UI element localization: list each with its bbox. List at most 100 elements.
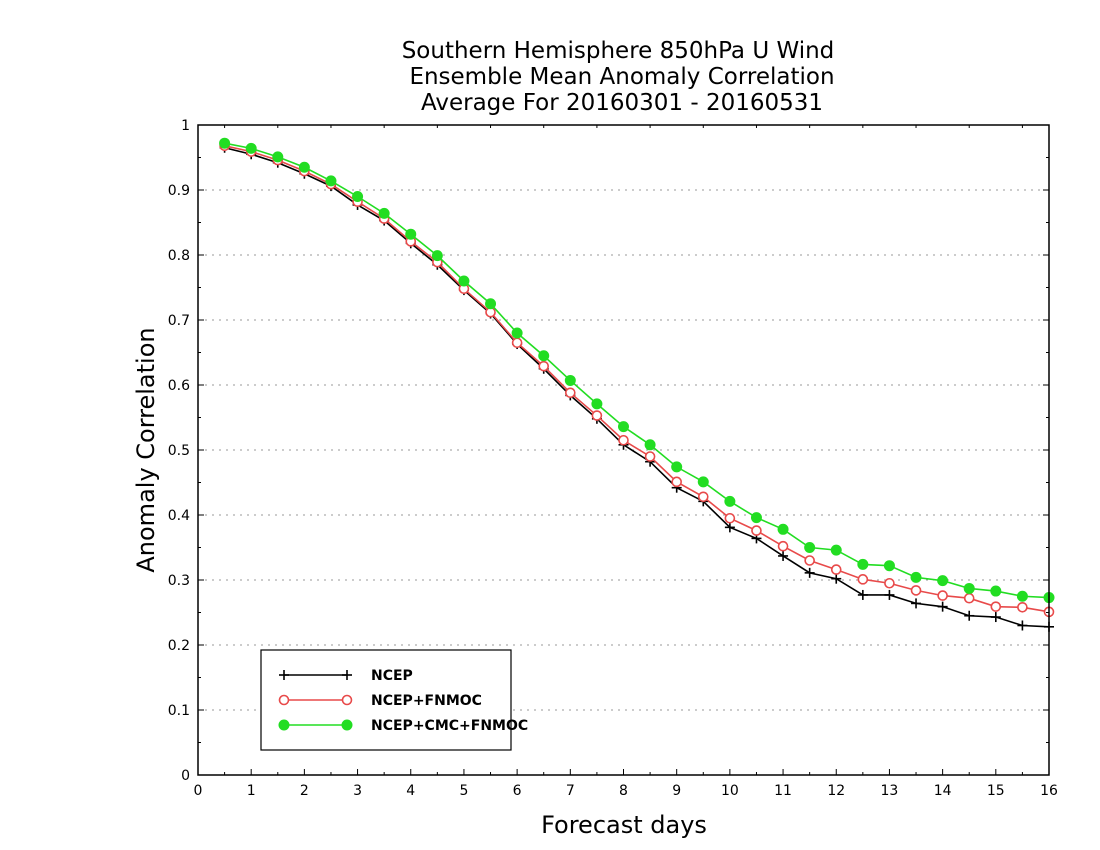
x-tick-label-11: 11 — [774, 783, 792, 799]
data-point-2-3 — [298, 161, 310, 173]
data-point-2-29 — [990, 585, 1002, 597]
y-tick-label-3: 0.3 — [168, 573, 190, 589]
grid — [198, 189, 1049, 711]
x-tick-label-3: 3 — [353, 783, 362, 799]
legend-label-2: NCEP+CMC+FNMOC — [371, 718, 528, 734]
data-point-0-21 — [778, 550, 789, 561]
data-point-0-27 — [937, 601, 948, 612]
data-point-2-30 — [1016, 590, 1028, 602]
y-tick-label-0: 0 — [181, 768, 190, 784]
data-point-1-14 — [591, 410, 603, 421]
x-tick-label-14: 14 — [934, 783, 952, 799]
y-tick-label-4: 0.4 — [168, 508, 190, 524]
data-point-2-18 — [697, 476, 709, 488]
legend-marker-end-2 — [341, 719, 353, 731]
series-line-2 — [224, 142, 1050, 599]
chart-title-line-1: Southern Hemisphere 850hPa U Wind — [402, 38, 835, 64]
y-axis-label: Anomaly Correlation — [132, 327, 160, 572]
data-point-0-30 — [1017, 620, 1028, 631]
data-point-1-22 — [804, 555, 815, 566]
x-tick-label-8: 8 — [619, 783, 628, 799]
data-point-2-1 — [245, 142, 257, 154]
series-1 — [219, 140, 1055, 618]
data-point-2-21 — [777, 523, 789, 535]
data-point-2-24 — [857, 558, 869, 570]
data-point-1-23 — [830, 564, 842, 575]
chart-title-line-3: Average For 20160301 - 20160531 — [421, 90, 823, 116]
x-axis-ticks: 0 1 2 3 4 5 6 7 8 9 10 11 12 13 14 15 16 — [194, 125, 1058, 799]
x-tick-label-4: 4 — [406, 783, 415, 799]
data-point-2-19 — [724, 495, 736, 507]
x-tick-label-0: 0 — [194, 783, 203, 799]
y-axis-ticks: 0 0.1 0.2 0.3 0.4 0.5 0.6 0.7 0.8 0.9 1 — [168, 118, 1049, 784]
x-tick-label-10: 10 — [721, 783, 739, 799]
data-point-2-9 — [458, 275, 470, 287]
data-point-1-17 — [671, 476, 682, 488]
data-point-1-13 — [565, 387, 576, 399]
legend-marker-start-1 — [278, 694, 290, 706]
legend-marker-end-1 — [341, 694, 353, 706]
data-point-1-12 — [538, 360, 550, 372]
data-point-2-11 — [511, 327, 523, 339]
data-point-2-26 — [910, 571, 922, 583]
data-point-2-10 — [485, 298, 497, 310]
data-point-2-0 — [219, 137, 231, 149]
data-point-1-19 — [724, 512, 736, 524]
data-point-2-4 — [325, 175, 337, 187]
legend-marker-start-2 — [278, 719, 290, 731]
data-point-1-24 — [857, 574, 869, 585]
data-point-2-2 — [272, 151, 284, 163]
data-point-2-7 — [405, 228, 417, 240]
data-point-2-8 — [431, 250, 443, 262]
data-point-1-25 — [884, 577, 895, 589]
data-point-1-29 — [990, 601, 1002, 612]
data-point-1-15 — [618, 434, 629, 446]
y-tick-label-2: 0.2 — [168, 638, 190, 654]
data-point-1-26 — [910, 585, 922, 596]
data-point-2-16 — [644, 439, 656, 451]
legend-label-0: NCEP — [371, 668, 413, 684]
x-tick-label-12: 12 — [827, 783, 845, 799]
x-tick-label-9: 9 — [672, 783, 681, 799]
series-2 — [219, 137, 1055, 604]
data-point-1-11 — [511, 337, 523, 349]
data-point-2-15 — [618, 421, 629, 433]
y-tick-label-7: 0.7 — [168, 313, 190, 329]
legend-marker-start-0 — [279, 670, 289, 680]
data-point-0-25 — [884, 589, 895, 600]
x-tick-label-1: 1 — [247, 783, 256, 799]
x-tick-label-15: 15 — [987, 783, 1005, 799]
data-point-1-30 — [1017, 601, 1028, 613]
series-0 — [219, 142, 1054, 632]
data-point-0-28 — [964, 610, 975, 621]
data-point-1-18 — [697, 491, 709, 503]
y-tick-label-6: 0.6 — [168, 378, 190, 394]
y-tick-label-5: 0.5 — [168, 443, 190, 459]
y-tick-label-9: 0.9 — [168, 183, 190, 199]
data-point-2-12 — [538, 350, 550, 362]
data-point-0-22 — [804, 567, 815, 578]
x-tick-label-13: 13 — [881, 783, 899, 799]
data-point-2-13 — [564, 374, 576, 386]
data-point-2-25 — [883, 560, 895, 572]
data-point-0-23 — [831, 573, 842, 584]
data-point-2-14 — [591, 398, 603, 410]
x-tick-label-6: 6 — [513, 783, 522, 799]
data-point-0-24 — [857, 589, 868, 600]
chart-title-line-2: Ensemble Mean Anomaly Correlation — [409, 64, 834, 90]
x-tick-label-7: 7 — [566, 783, 575, 799]
chart-title: Southern Hemisphere 850hPa U Wind Ensemb… — [402, 38, 835, 116]
data-point-2-22 — [804, 542, 816, 553]
data-point-2-5 — [352, 191, 364, 202]
data-point-2-17 — [671, 461, 683, 473]
data-point-1-20 — [751, 525, 762, 536]
series-line-1 — [224, 145, 1050, 613]
data-point-2-6 — [378, 207, 390, 219]
x-tick-label-2: 2 — [300, 783, 309, 799]
y-tick-label-8: 0.8 — [168, 248, 190, 264]
data-point-1-21 — [777, 540, 789, 552]
y-tick-label-10: 1 — [181, 118, 190, 134]
x-tick-label-16: 16 — [1040, 783, 1058, 799]
data-point-0-19 — [724, 522, 735, 533]
